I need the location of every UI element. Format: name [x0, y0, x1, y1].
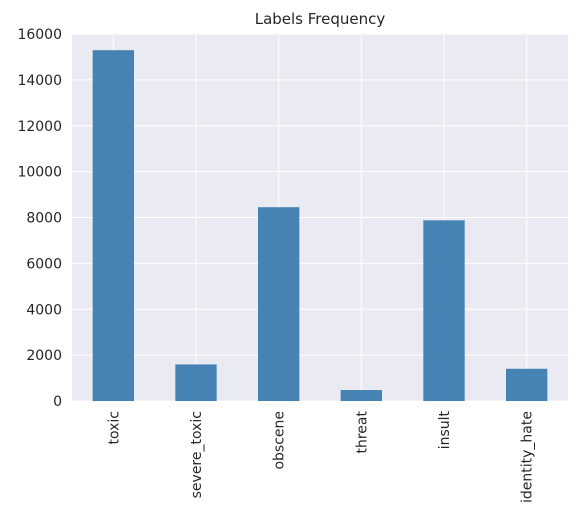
x-tick-label: toxic: [106, 411, 122, 445]
y-tick-label: 4000: [26, 302, 62, 318]
y-tick-label: 6000: [26, 256, 62, 272]
x-tick-label: obscene: [272, 411, 288, 470]
y-axis-ticks: 0 2000 4000 6000 8000 10000 12000 14000 16000: [17, 27, 62, 410]
y-tick-label: 16000: [17, 27, 62, 43]
x-axis-ticks: toxic severe_toxic obscene threat insult iden…: [106, 410, 535, 502]
bar-obscene: [258, 207, 300, 401]
y-tick-label: 2000: [26, 348, 62, 364]
y-tick-label: 8000: [26, 211, 62, 227]
y-tick-label: 10000: [17, 165, 62, 181]
bar-insult: [423, 220, 465, 401]
bar-threat: [340, 390, 382, 401]
y-tick-label: 0: [53, 394, 62, 410]
y-tick-label: 14000: [17, 73, 62, 89]
x-tick-label: severe_toxic: [189, 411, 205, 498]
y-tick-label: 12000: [17, 119, 62, 135]
x-tick-label: threat: [354, 410, 370, 453]
x-tick-label: insult: [437, 410, 453, 449]
bars: [92, 50, 548, 401]
chart-title: Labels Frequency: [255, 10, 386, 28]
bar-toxic: [92, 50, 134, 401]
bar-identity-hate: [506, 368, 548, 401]
bar-severe-toxic: [175, 364, 217, 401]
x-tick-label: identity_hate: [520, 411, 536, 503]
